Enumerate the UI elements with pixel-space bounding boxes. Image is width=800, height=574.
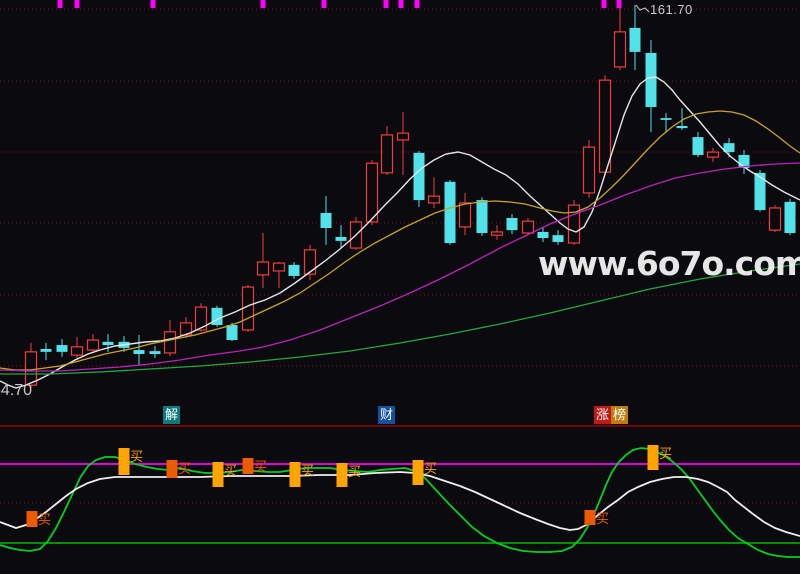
ma-yellow (0, 110, 800, 371)
low-price-label: 54.70 (0, 382, 33, 399)
buy-signal-label: 买 (596, 511, 609, 526)
panel-separator (0, 425, 800, 427)
gridlines-layer (0, 8, 800, 367)
buy-signal-label: 买 (130, 449, 143, 464)
candles-layer (24, 5, 796, 388)
buy-signal-label: 买 (348, 464, 361, 479)
buy-signal-marker (166, 460, 178, 478)
ma-green (0, 263, 800, 375)
strip-shortcut-3[interactable]: 榜 (611, 406, 628, 424)
buy-signal-marker (26, 511, 38, 527)
watermark: www.6o7o.com (538, 244, 800, 283)
buy-signal-label: 买 (424, 461, 437, 476)
indicator-green (0, 447, 800, 558)
buy-signal-label: 买 (254, 459, 267, 474)
buy-signal-marker (212, 462, 224, 487)
ma-white (0, 76, 800, 389)
buy-signal-marker (118, 448, 130, 475)
buy-signal-marker (336, 463, 348, 487)
strip-shortcut-2[interactable]: 涨 (594, 406, 611, 424)
high-marker-arrow-icon (635, 4, 650, 13)
buy-signal-label: 买 (301, 463, 314, 478)
buy-signal-marker (412, 460, 424, 485)
buy-signal-label: 买 (659, 446, 672, 461)
buy-signal-label: 买 (178, 461, 191, 476)
indicator-panel[interactable]: 买买买买买买买买买买 (0, 427, 800, 574)
indicator-white (0, 471, 800, 537)
label-strip: 解 财 涨榜 (0, 404, 800, 425)
strip-shortcut-0[interactable]: 解 (163, 406, 180, 424)
buy-signal-marker (647, 445, 659, 470)
volume-ticks-layer (57, 0, 622, 8)
buy-signal-marker (584, 510, 596, 525)
high-price-label: 161.70 (650, 2, 693, 17)
buy-signal-label: 买 (38, 512, 51, 527)
buy-signals-layer: 买买买买买买买买买买 (26, 445, 672, 527)
main-candlestick-chart[interactable] (0, 0, 800, 404)
strip-shortcut-1[interactable]: 财 (378, 406, 395, 424)
buy-signal-marker (289, 462, 301, 487)
ma-magenta (0, 162, 800, 372)
buy-signal-marker (242, 458, 254, 474)
buy-signal-label: 买 (224, 463, 237, 478)
